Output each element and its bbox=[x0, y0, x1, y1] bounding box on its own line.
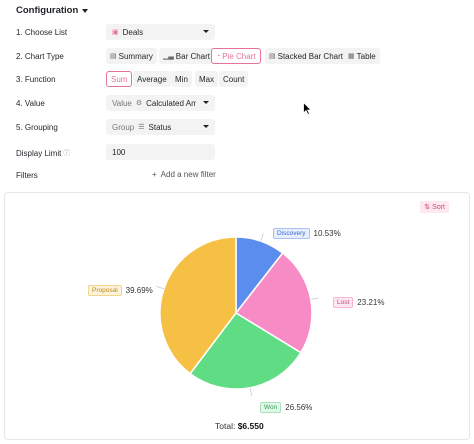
chart-type-label: 2. Chart Type bbox=[16, 52, 64, 61]
table-icon: ▦ bbox=[348, 53, 355, 60]
slice-name-won: Won bbox=[260, 402, 282, 413]
function-min[interactable]: Min bbox=[171, 71, 192, 87]
chart-type-pie[interactable]: ◔ Pie Chart bbox=[211, 48, 261, 64]
display-limit-input[interactable]: 100 bbox=[106, 144, 215, 160]
chart-type-summary[interactable]: ▤ Summary bbox=[106, 48, 157, 64]
function-count[interactable]: Count bbox=[219, 71, 249, 87]
summary-icon: ▤ bbox=[110, 53, 117, 60]
function-count-label: Count bbox=[223, 74, 245, 84]
grouping-selected: Status bbox=[148, 122, 172, 132]
slice-name-discovery: Discovery bbox=[273, 228, 310, 239]
chart-total: Total: $6.550 bbox=[215, 421, 264, 431]
function-max[interactable]: Max bbox=[195, 71, 219, 87]
display-limit-value: 100 bbox=[112, 147, 126, 157]
chart-type-bar-label: Bar Chart bbox=[175, 51, 211, 61]
configuration-title: Configuration bbox=[16, 5, 79, 16]
function-sum-label: Sum bbox=[111, 74, 128, 84]
chart-type-bar[interactable]: ▁▃ Bar Chart bbox=[159, 48, 215, 64]
choose-list-label: 1. Choose List bbox=[16, 28, 68, 37]
slice-label-won: Won 26.56% bbox=[260, 402, 312, 413]
chart-type-summary-label: Summary bbox=[118, 51, 153, 61]
slice-value-won: 26.56% bbox=[285, 403, 313, 412]
value-label: 4. Value bbox=[16, 99, 45, 108]
chart-type-pie-label: Pie Chart bbox=[222, 51, 256, 61]
chart-type-stacked-bar-label: Stacked Bar Chart bbox=[277, 51, 343, 61]
sort-button[interactable]: ⇅ Sort bbox=[420, 201, 449, 213]
chevron-down-icon bbox=[203, 30, 209, 33]
slice-value-discovery: 10.53% bbox=[313, 229, 341, 238]
function-average[interactable]: Average bbox=[133, 71, 171, 87]
choose-list-value: Deals bbox=[122, 27, 144, 37]
chart-type-table-label: Table bbox=[356, 51, 376, 61]
list-icon: ☰ bbox=[138, 124, 145, 131]
grouping-prefix: Group bbox=[112, 122, 135, 132]
function-max-label: Max bbox=[199, 74, 215, 84]
formula-icon: ⚙ bbox=[135, 100, 143, 107]
slice-label-proposal: Proposal 39.69% bbox=[88, 285, 153, 296]
slice-value-lost: 23.21% bbox=[357, 298, 385, 307]
caret-down-icon bbox=[82, 9, 89, 13]
configuration-toggle[interactable]: Configuration bbox=[16, 5, 89, 16]
total-label: Total: bbox=[215, 421, 236, 431]
slice-name-lost: Lost bbox=[333, 297, 354, 308]
chart-type-table[interactable]: ▦ Table bbox=[344, 48, 380, 64]
mouse-cursor-icon bbox=[303, 102, 312, 115]
sort-icon: ⇅ bbox=[424, 204, 431, 211]
info-icon: ⓘ bbox=[63, 150, 71, 157]
pie-chart-icon: ◔ bbox=[216, 52, 221, 60]
function-label: 3. Function bbox=[16, 75, 56, 84]
slice-name-proposal: Proposal bbox=[88, 285, 122, 296]
value-prefix: Value bbox=[112, 98, 132, 108]
chevron-down-icon bbox=[203, 125, 209, 128]
slice-label-discovery: Discovery 10.53% bbox=[273, 228, 341, 239]
deals-icon: ▣ bbox=[112, 29, 119, 36]
chart-panel: ⇅ Sort bbox=[4, 192, 470, 440]
bar-chart-icon: ▁▃ bbox=[163, 53, 174, 60]
grouping-label: 5. Grouping bbox=[16, 123, 58, 132]
add-filter-label: Add a new filter bbox=[160, 170, 216, 179]
value-dropdown[interactable]: Value ⚙ Calculated Amou bbox=[106, 95, 215, 111]
choose-list-dropdown[interactable]: ▣ Deals bbox=[106, 24, 215, 40]
stacked-bar-icon: ▤ bbox=[269, 53, 276, 60]
function-min-label: Min bbox=[175, 74, 188, 84]
plus-icon: + bbox=[152, 170, 157, 179]
function-average-label: Average bbox=[137, 74, 167, 84]
display-limit-label-group: Display Limit ⓘ bbox=[16, 148, 70, 158]
slice-label-lost: Lost 23.21% bbox=[333, 297, 384, 308]
chart-type-stacked-bar[interactable]: ▤ Stacked Bar Chart bbox=[265, 48, 347, 64]
grouping-dropdown[interactable]: Group ☰ Status bbox=[106, 119, 215, 135]
chevron-down-icon bbox=[203, 101, 209, 104]
filters-label: Filters bbox=[16, 171, 38, 180]
total-value: $6.550 bbox=[237, 421, 264, 431]
sort-label: Sort bbox=[432, 203, 445, 211]
value-selected: Calculated Amou bbox=[146, 98, 197, 108]
function-sum[interactable]: Sum bbox=[106, 71, 133, 87]
add-filter-button[interactable]: + Add a new filter bbox=[152, 170, 216, 179]
slice-value-proposal: 39.69% bbox=[125, 286, 153, 295]
display-limit-label: Display Limit bbox=[16, 148, 62, 158]
